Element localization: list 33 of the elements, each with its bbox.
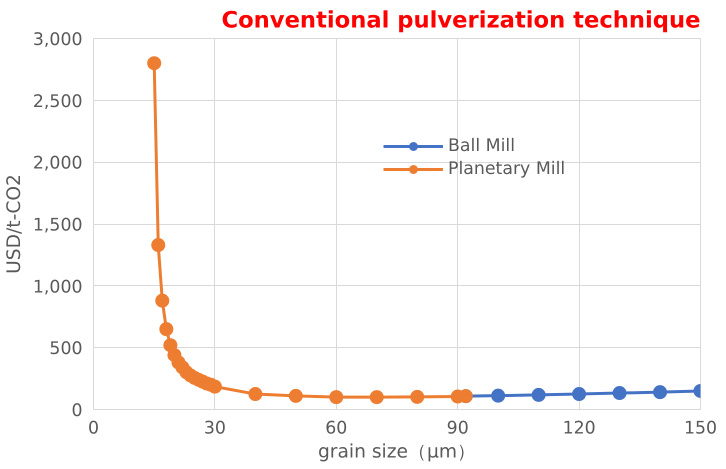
point — [208, 380, 222, 394]
point — [159, 322, 174, 336]
point — [248, 387, 262, 402]
point — [329, 390, 344, 404]
point — [532, 388, 546, 402]
y-tick-label: 500 — [49, 339, 83, 360]
x-tick-label: 90 — [446, 418, 469, 438]
y-tick-label: 0 — [71, 401, 83, 421]
point — [151, 238, 166, 252]
point — [288, 388, 303, 403]
point — [572, 387, 586, 402]
legend-label: Ball Mill — [448, 136, 516, 156]
point — [491, 388, 506, 403]
point — [410, 390, 424, 404]
y-tick-label: 1,000 — [32, 277, 83, 298]
y-tick-label: 3,000 — [32, 30, 83, 50]
y-tick-label: 2,500 — [32, 92, 83, 112]
y-tick-label: 1,500 — [32, 216, 83, 236]
x-tick-label: 120 — [562, 418, 596, 438]
point — [370, 390, 384, 404]
point — [653, 385, 668, 400]
point — [147, 56, 162, 70]
x-tick-label: 60 — [325, 418, 348, 438]
point — [155, 294, 170, 308]
legend-label: Planetary Mill — [448, 159, 566, 179]
x-axis-title: grain size（μm） — [318, 442, 476, 462]
x-tick-label: 0 — [88, 418, 100, 438]
y-tick-label: 2,000 — [32, 154, 83, 174]
x-tick-label: 150 — [684, 418, 718, 438]
x-tick-label: 30 — [204, 418, 226, 438]
chart-title: Conventional pulverization technique — [221, 8, 701, 34]
point — [612, 386, 627, 400]
y-axis-title: USD/t-CO2 — [4, 174, 25, 274]
